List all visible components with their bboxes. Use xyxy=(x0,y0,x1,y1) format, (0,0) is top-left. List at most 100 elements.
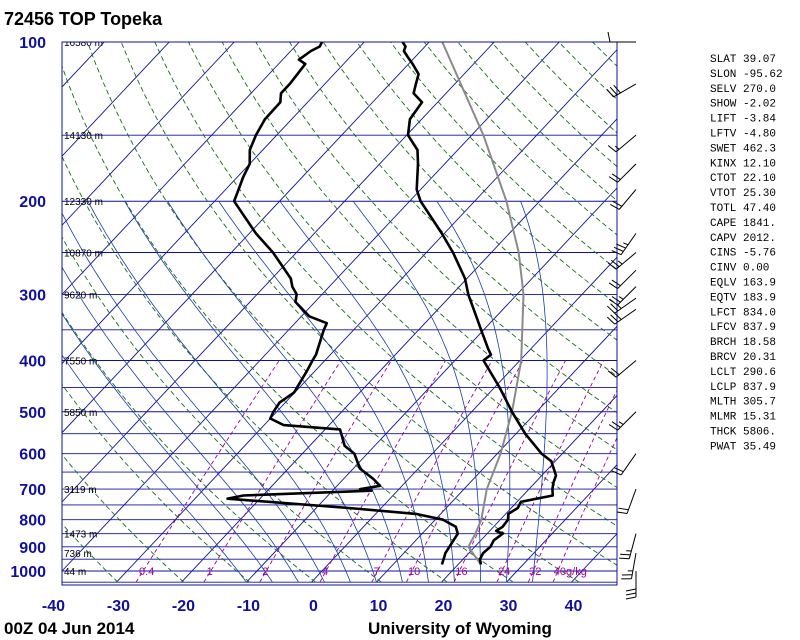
wind-barb-flag xyxy=(606,88,614,98)
wind-barb-flag xyxy=(610,303,619,312)
dry-adiabat-line xyxy=(221,42,617,451)
index-key: CAPV xyxy=(710,233,737,245)
moist-adiabat-line xyxy=(279,200,455,583)
mixing-ratio-line xyxy=(552,436,617,583)
pressure-tick-label: 700 xyxy=(19,482,46,499)
index-value: 18.58 xyxy=(743,337,776,349)
index-value: 290.6 xyxy=(743,367,776,379)
wind-barb xyxy=(608,163,637,183)
index-value: 22.10 xyxy=(743,173,776,185)
index-key: KINX xyxy=(710,158,737,170)
isobar-lines xyxy=(62,42,617,583)
wind-barb-flag xyxy=(612,200,623,207)
dry-adiabat-line xyxy=(390,42,617,271)
pressure-tick-label: 900 xyxy=(19,540,46,557)
wind-barb xyxy=(611,453,637,476)
temperature-profile-line xyxy=(401,42,558,565)
index-value: -95.62 xyxy=(743,69,783,81)
wind-barb xyxy=(607,252,637,270)
isotherm-line xyxy=(0,42,39,582)
isotherm-line xyxy=(62,42,235,226)
pressure-tick-label: 1000 xyxy=(10,564,46,581)
index-key: SHOW xyxy=(710,99,737,111)
mixing-ratio-label: 24 xyxy=(498,566,510,578)
wind-barb-staff xyxy=(620,453,637,476)
wind-barb-flag xyxy=(607,145,617,153)
moist-adiabat-line xyxy=(436,200,511,583)
height-label: 736 m xyxy=(64,549,92,560)
index-value: 25.30 xyxy=(743,188,776,200)
isotherm-line xyxy=(62,42,430,434)
wind-barb-flag xyxy=(610,314,619,323)
wind-barb-staff xyxy=(617,411,637,431)
wind-barb xyxy=(616,488,637,514)
index-key: LIFT xyxy=(710,114,737,126)
mixing-ratio-label: 32 xyxy=(529,566,541,578)
dry-adiabat-line xyxy=(62,383,250,583)
index-value: 20.31 xyxy=(743,352,776,364)
wind-barb-flag xyxy=(611,250,622,256)
wind-barb-staff xyxy=(620,233,637,255)
moist-adiabat-line xyxy=(167,200,403,583)
height-label: 3119 m xyxy=(64,485,97,496)
chart-title: 72456 TOP Topeka xyxy=(4,9,163,29)
wind-barb-flag xyxy=(613,84,621,94)
index-key: SWET xyxy=(710,143,737,155)
isotherm-line xyxy=(441,394,617,583)
wind-barb xyxy=(610,189,637,210)
index-value: 183.9 xyxy=(743,292,776,304)
index-value: 35.49 xyxy=(743,441,776,453)
mixing-ratio-label: 4 xyxy=(322,566,328,578)
temperature-tick-label: 0 xyxy=(309,598,318,615)
wind-barb-staff xyxy=(613,83,637,98)
wind-barb xyxy=(606,83,637,98)
moist-adiabat-line xyxy=(352,200,481,583)
isotherm-line xyxy=(62,42,105,88)
wind-barb-staff xyxy=(615,360,637,378)
height-label: 14130 m xyxy=(64,131,103,142)
dry-adiabat-line xyxy=(62,155,448,583)
wind-barb-flag xyxy=(613,467,624,473)
wind-barb xyxy=(606,308,637,325)
wind-barb-flag xyxy=(608,424,618,431)
wind-barb-staff xyxy=(628,533,637,559)
temperature-axis-labels: -40 -30 -20 -10 0 10 20 30 40 xyxy=(42,598,583,615)
index-key: CINV xyxy=(710,263,737,275)
moist-adiabat-line xyxy=(62,212,325,583)
mixing-ratio-line xyxy=(135,360,280,583)
isotherm-line xyxy=(311,256,617,583)
temperature-tick-label: 30 xyxy=(500,598,518,615)
wind-barb-flag xyxy=(609,86,618,96)
wind-barb-flag xyxy=(610,367,620,376)
index-key: BRCH xyxy=(710,337,736,349)
index-key: MLMR xyxy=(710,412,737,424)
wind-barb-staff xyxy=(630,553,637,579)
wind-barb-half-flag xyxy=(617,304,622,309)
moist-adiabat-line xyxy=(62,266,299,583)
index-key: LFCV xyxy=(710,322,737,334)
index-value: 834.0 xyxy=(743,307,776,319)
wind-barb xyxy=(607,360,637,378)
pressure-tick-label: 100 xyxy=(19,35,46,52)
mixing-ratio-label: 1 xyxy=(207,566,213,578)
dry-adiabat-line xyxy=(255,42,617,414)
dry-adiabat-line xyxy=(322,42,617,341)
dry-adiabat-line xyxy=(356,42,617,306)
temperature-tick-label: -40 xyxy=(42,598,65,615)
temperature-tick-label: 10 xyxy=(370,598,388,615)
wind-barb-flag xyxy=(608,176,618,183)
index-key: SLON xyxy=(710,69,736,81)
temperature-tick-label: -20 xyxy=(172,598,195,615)
moist-adiabat-line xyxy=(520,201,548,583)
wind-barb-flag xyxy=(620,553,631,556)
index-value: 12.10 xyxy=(743,158,776,170)
stability-indices: SLAT 39.07 SLON -95.62 SELV 270.0 SHOW -2.02 LIF… xyxy=(710,54,783,453)
wind-barbs xyxy=(606,31,637,600)
wind-barb-staff xyxy=(614,308,637,325)
mixing-ratio-label: 16 xyxy=(455,566,467,578)
isotherm-line xyxy=(62,42,300,296)
wind-barb-flag xyxy=(611,470,622,476)
wind-barb-half-flag xyxy=(623,242,629,246)
pressure-tick-label: 800 xyxy=(19,513,46,530)
